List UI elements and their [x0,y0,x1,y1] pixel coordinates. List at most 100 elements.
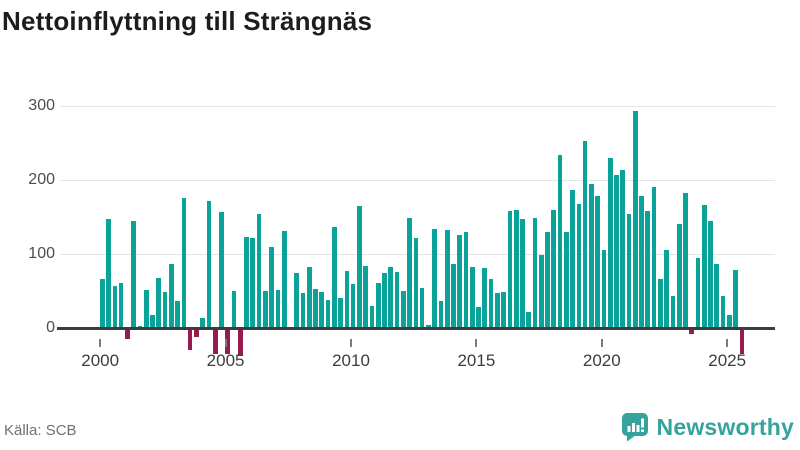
bar-2006-q1 [250,238,256,328]
bar-2019-q4 [595,195,601,328]
bar-2014-q3 [463,231,469,328]
bar-2015-q1 [476,307,481,328]
x-tick-label-2025: 2025 [708,351,747,370]
bar-2023-q4 [695,258,701,328]
bar-2019-q3 [589,183,594,328]
x-tick-mark-2020 [600,339,603,347]
bar-2021-q2 [632,111,638,328]
bar-2014-q2 [457,234,463,328]
bar-2012-q3 [413,237,419,328]
bar-2005-q3 [237,330,243,356]
bar-2011-q2 [382,273,387,328]
bar-2016-q2 [507,211,513,328]
bar-2006-q4 [269,246,274,328]
x-tick-label-2005: 2005 [206,351,245,370]
bar-2003-q2 [181,197,187,328]
bar-2008-q3 [313,288,318,328]
source-label: Källa: SCB [4,422,77,439]
bar-2020-q3 [614,174,619,328]
x-tick-mark-2005 [224,339,227,347]
bar-2006-q3 [263,291,268,328]
x-tick-label-2000: 2000 [81,351,120,370]
bar-2023-q1 [676,224,682,328]
bar-2008-q4 [319,291,325,328]
bar-2011-q4 [394,271,400,328]
bar-2009-q3 [338,298,343,328]
y-tick-label-300: 300 [28,97,55,114]
bar-2002-q3 [162,291,168,328]
x-tick-mark-2010 [350,339,352,347]
bar-2017-q1 [526,311,532,328]
bar-2010-q1 [350,283,356,328]
bar-2004-q2 [206,200,212,328]
bar-2021-q4 [645,211,651,328]
bar-2014-q4 [469,267,475,328]
bar-2011-q1 [375,282,381,328]
bar-2014-q1 [451,264,456,328]
bar-2013-q2 [432,228,437,328]
bar-2019-q2 [582,140,588,328]
y-tick-label-200: 200 [28,171,55,188]
x-tick-mark-2000 [99,339,102,347]
bar-2017-q2 [532,218,538,328]
bar-2003-q4 [194,330,199,338]
bar-2018-q4 [570,190,575,328]
bar-2022-q4 [670,296,676,328]
bar-2019-q1 [576,204,582,328]
x-axis-zero-line [57,326,775,330]
newsworthy-logo-icon [621,413,648,442]
bar-2023-q3 [689,330,695,335]
bar-2004-q3 [212,330,218,354]
bar-2022-q2 [658,279,663,328]
bar-2018-q1 [551,209,557,328]
bar-2022-q3 [664,249,669,328]
bar-2004-q4 [219,211,224,328]
bar-2007-q1 [275,290,281,328]
bar-2005-q4 [244,236,249,328]
newsworthy-brand: Newsworthy [621,412,794,442]
bar-2016-q1 [501,291,506,328]
y-tick-label-100: 100 [28,245,55,262]
bar-2009-q1 [325,299,331,328]
bar-2001-q4 [143,290,149,328]
bar-2020-q1 [601,249,607,328]
bar-2010-q3 [363,265,369,328]
bar-2025-q1 [727,315,732,328]
bar-2000-q3 [112,285,118,328]
bar-2013-q3 [438,301,444,328]
gridline-300 [60,106,775,107]
bar-2012-q4 [419,288,425,328]
bar-2025-q2 [733,270,738,328]
bar-2007-q2 [281,231,287,328]
bar-2021-q1 [626,214,632,328]
bar-2006-q2 [256,214,262,328]
bar-2020-q4 [620,170,626,328]
page-title: Nettoinflyttning till Strängnäs [2,6,373,36]
bar-2025-q3 [739,330,745,354]
x-tick-mark-2025 [726,339,729,347]
bar-2024-q4 [720,296,726,328]
bar-2024-q1 [701,205,707,328]
bar-2009-q4 [344,271,350,328]
bar-2016-q4 [520,219,525,328]
x-tick-label-2010: 2010 [332,351,370,370]
bar-2022-q1 [651,186,657,328]
bar-2003-q3 [187,330,193,350]
y-tick-label-0: 0 [46,319,55,336]
bar-2020-q2 [607,157,613,328]
plot-area: 0 100 200 300 2000 2005 2010 2015 2020 2025 [28,97,775,370]
bar-2001-q2 [131,220,137,328]
bar-2010-q2 [357,205,362,328]
bar-2013-q4 [444,229,450,328]
bar-2012-q2 [407,218,412,328]
bar-2009-q2 [331,226,337,328]
brand-name: Newsworthy [656,413,794,440]
bar-2002-q1 [150,315,155,328]
x-tick-mark-2015 [475,339,478,347]
bar-2024-q2 [708,220,713,328]
bar-2017-q3 [538,254,544,328]
bar-2004-q1 [200,318,205,328]
bar-2000-q1 [100,279,105,328]
bar-2018-q3 [563,231,569,328]
bar-2000-q2 [106,219,111,328]
